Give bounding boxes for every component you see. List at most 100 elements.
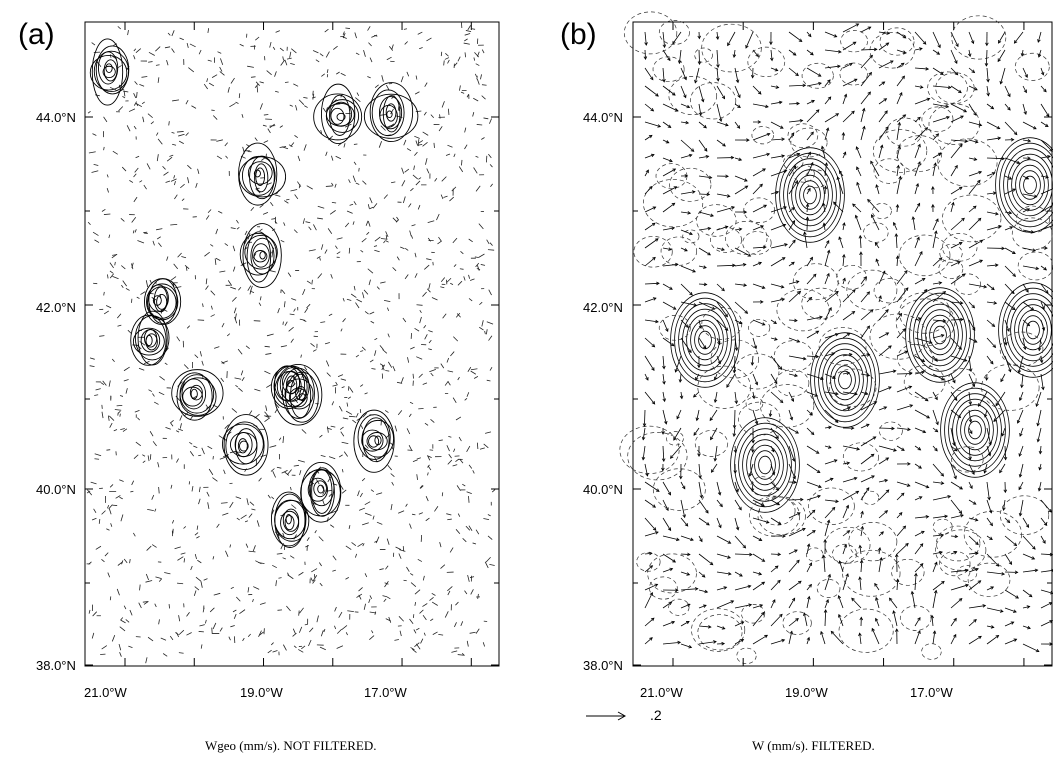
wind-vector-head [684,522,689,527]
contour-dash [481,49,485,54]
wind-vector-head [748,473,753,477]
wind-vector [644,257,656,267]
wind-vector-head [812,530,816,534]
contour-dash [123,366,130,372]
contour-dash [264,417,271,423]
contour-dash [165,180,171,183]
contour-dash [430,419,435,423]
wind-vector [870,160,880,177]
contour-dash [304,105,308,108]
contour-dashed [668,76,718,116]
contour-dashed [869,313,928,360]
wind-vector [842,477,857,483]
wind-vector [698,247,711,256]
contour-line [730,417,800,513]
wind-vector-head [704,589,709,594]
wind-vector-head [940,377,945,381]
wind-vector [770,599,776,609]
contour-dash [201,447,205,455]
contour-dash [127,30,129,36]
contour-dash [353,161,357,166]
wind-vector-head [946,115,950,120]
wind-vector-head [972,501,977,505]
wind-vector [986,535,993,540]
wind-vector-head [892,369,897,374]
contour-dash [271,509,275,515]
contour-line [787,163,833,227]
contour-dash [241,377,245,382]
wind-vector [842,530,850,537]
wind-vector-head [737,104,741,108]
wind-vector [714,445,718,461]
contour-dash [379,114,386,116]
wind-vector [986,355,994,365]
contour-dash [174,194,178,200]
contour-dash [408,203,412,208]
contour-dash [468,238,473,243]
wind-vector-head [1008,368,1012,373]
contour-dash [86,490,91,494]
wind-vector-head [802,527,806,532]
wind-vector-head [856,166,860,171]
contour-dash [221,360,228,364]
contour-line [795,174,825,216]
wind-vector [985,49,988,66]
wind-vector-head [823,538,827,543]
wind-vector [752,535,762,541]
contour-dash [423,325,427,329]
wind-vector-head [1033,126,1037,130]
contour-dash [148,389,153,392]
contour-dash [289,51,292,58]
contour-dash [246,498,249,506]
wind-vector [860,291,870,303]
contour-dash [299,470,302,476]
contour-dash [451,186,457,192]
wind-vector-head [798,38,803,42]
wind-vector-head [974,87,978,91]
contour-dashed [775,369,810,397]
wind-vector [662,247,672,250]
contour-dash [409,401,414,405]
wind-vector-head [918,496,923,500]
contour-dashed [787,123,819,148]
wind-vector [680,139,695,152]
wind-vector [662,121,671,128]
contour-dash [406,428,411,435]
contour-dash [189,415,194,421]
wind-vector [984,463,988,474]
wind-vector-head [879,557,883,561]
contour-dash [99,335,105,337]
contour-dash [169,635,174,641]
wind-vector-head [1013,609,1017,613]
contour-dash [452,464,458,467]
wind-vector-head [917,447,922,451]
contour-dash [120,619,126,624]
wind-vector-head [795,72,799,77]
contour-dash [101,411,104,419]
wind-vector [1039,463,1042,470]
wind-vector-head [922,41,927,45]
contour-dash [455,601,459,606]
wind-vector-head [846,371,851,375]
wind-vector [680,229,693,235]
wind-vector [698,625,711,628]
wind-vector [842,462,850,465]
contour-dash [212,556,215,560]
wind-vector-head [827,445,832,449]
contour-dash [438,126,443,132]
wind-vector-head [1012,188,1016,192]
contour-dash [279,47,284,52]
panel-a-xtick: 21.0°W [84,685,127,700]
wind-vector-head [859,251,863,255]
contour-dash [330,524,335,528]
contour-dash [434,506,439,512]
contour-dash [398,553,402,559]
wind-vector-head [960,115,964,119]
wind-vector [734,67,739,83]
wind-vector-head [778,100,783,105]
wind-vector [788,132,795,141]
wind-vector-head [717,360,721,365]
wind-vector-head [924,397,929,402]
contour-dash [186,42,189,48]
wind-vector-head [744,185,749,189]
